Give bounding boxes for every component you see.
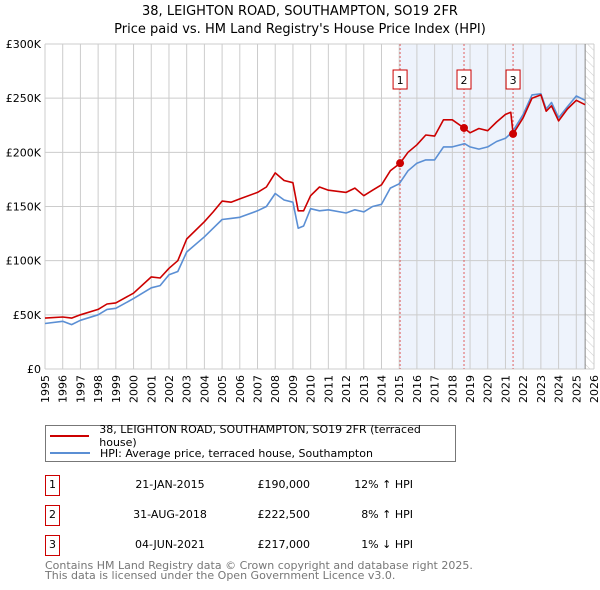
sale-label-box [505,69,521,90]
transaction-number: 3 [45,535,60,556]
x-tick-label: 2017 [429,375,442,403]
sale-label: 1 [397,74,404,87]
transaction-date: 31-AUG-2018 [133,508,207,521]
legend-label: HPI: Average price, terraced house, Sout… [100,446,373,460]
x-tick-label: 2019 [464,375,477,403]
transaction-row: 3 04-JUN-2021 £217,000 1% ↓ HPI [45,535,545,556]
sale-point [460,123,469,132]
x-tick-label: 2010 [305,375,318,403]
x-tick-label: 2025 [570,375,583,403]
chart-title: 38, LEIGHTON ROAD, SOUTHAMPTON, SO19 2FR [142,4,458,19]
transaction-number: 2 [45,505,60,526]
sale-label-box [456,69,472,90]
legend-item-hpi: HPI: Average price, terraced house, Sout… [46,445,373,461]
x-tick-label: 1997 [74,375,87,403]
x-tick-label: 2012 [340,375,353,403]
x-tick-label: 2009 [287,375,300,403]
transaction-date: 04-JUN-2021 [134,538,206,551]
transaction-price: £217,000 [257,538,311,551]
legend-item-property: 38, LEIGHTON ROAD, SOUTHAMPTON, SO19 2FR… [46,423,455,449]
sale-label: 2 [461,74,468,87]
legend: 38, LEIGHTON ROAD, SOUTHAMPTON, SO19 2FR… [45,423,456,462]
x-tick-label: 2014 [375,375,388,403]
x-tick-label: 2004 [198,375,211,403]
x-tick-label: 2021 [499,375,512,403]
x-tick-label: 2007 [252,375,265,403]
x-tick-label: 1999 [110,375,123,403]
price-chart: 1995 1996 1997 1998 1999 2000 2001 2002 2003 2004… [6,38,600,403]
chart-subtitle: Price paid vs. HM Land Registry's House … [114,22,486,37]
x-tick-label: 2002 [163,375,176,403]
x-tick-label: 2013 [358,375,371,403]
y-tick-label: £200K [6,146,42,159]
x-tick-label: 2003 [181,375,194,403]
x-tick-label: 2000 [128,375,141,403]
y-tick-label: £300K [6,38,42,51]
transaction-price: £222,500 [257,508,311,521]
x-tick-label: 2006 [234,375,247,403]
sale-label: 3 [510,74,517,87]
transaction-row: 1 21-JAN-2015 £190,000 12% ↑ HPI [45,475,545,496]
x-tick-label: 1995 [39,375,52,403]
transaction-hpi: 8% ↑ HPI [361,508,413,521]
footer-licence: This data is licensed under the Open Gov… [45,569,396,582]
y-tick-label: £50K [13,309,42,322]
y-tick-label: £100K [6,255,42,268]
x-tick-label: 2011 [322,375,335,403]
y-tick-label: £150K [6,201,42,214]
transaction-hpi: 12% ↑ HPI [354,478,413,491]
legend-label: 38, LEIGHTON ROAD, SOUTHAMPTON, SO19 2FR… [99,423,421,449]
y-tick-label: £0 [27,363,41,376]
x-tick-label: 2016 [411,375,424,403]
legend-swatch-blue [50,452,90,454]
x-tick-label: 2026 [588,375,600,403]
sale-point [509,129,518,138]
transaction-date: 21-JAN-2015 [135,478,205,491]
sale-label-box [392,69,408,90]
x-tick-label: 2015 [393,375,406,403]
x-tick-label: 1998 [92,375,105,403]
legend-swatch-red [50,435,90,437]
x-tick-label: 2005 [216,375,229,403]
transaction-row: 2 31-AUG-2018 £222,500 8% ↑ HPI [45,505,545,526]
series-line [44,94,586,319]
x-tick-label: 2023 [535,375,548,403]
transaction-hpi: 1% ↓ HPI [361,538,413,551]
x-tick-label: 2018 [446,375,459,403]
sale-point [396,159,405,168]
x-tick-label: 2008 [269,375,282,403]
x-tick-label: 2001 [145,375,158,403]
y-tick-label: £250K [6,92,42,105]
x-tick-label: 2022 [517,375,530,403]
footer-copyright: Contains HM Land Registry data © Crown c… [45,559,473,572]
transaction-number: 1 [45,475,60,496]
x-tick-label: 2024 [553,375,566,403]
x-tick-label: 1996 [57,375,70,403]
x-tick-label: 2020 [482,375,495,403]
transaction-price: £190,000 [257,478,311,491]
